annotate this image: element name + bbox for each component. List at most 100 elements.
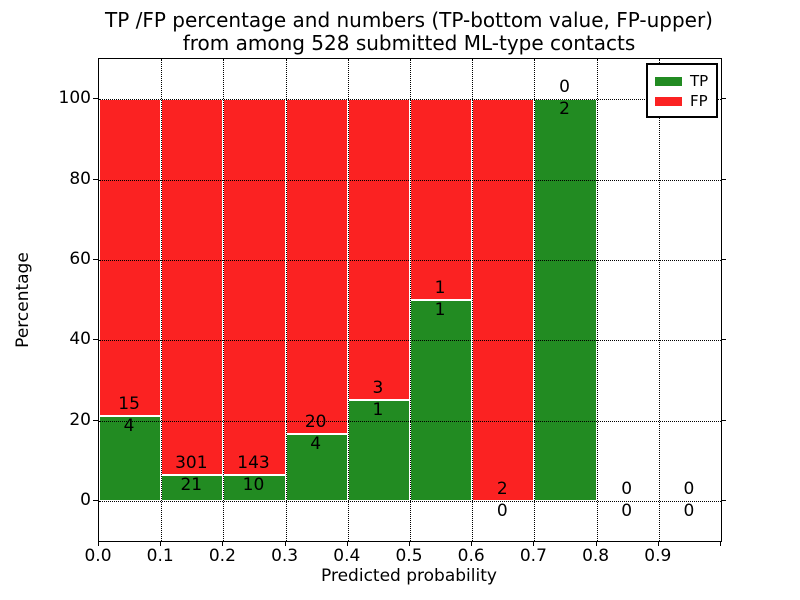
y-tick-label: 60 (69, 248, 91, 269)
tp-count-label: 0 (496, 500, 508, 521)
x-axis-tick (160, 541, 162, 546)
x-axis-label: Predicted probability (321, 566, 497, 586)
y-tick-label: 80 (69, 168, 91, 189)
y-axis-tick-right (721, 98, 726, 100)
tp-count-label: 4 (123, 416, 135, 437)
gridline-horizontal (99, 179, 721, 181)
x-tick-label: 0.0 (84, 546, 112, 566)
x-axis-tick (222, 541, 224, 546)
gridline-vertical (658, 59, 660, 541)
fp-count-label: 15 (118, 394, 140, 415)
y-axis-tick (93, 98, 98, 100)
x-axis-tick (284, 541, 286, 546)
x-tick-label: 0.3 (271, 546, 299, 566)
y-axis-tick-right (721, 339, 726, 341)
legend-item-fp: FP (655, 91, 710, 111)
gridline-horizontal (99, 259, 721, 261)
fp-count-label: 0 (559, 77, 570, 98)
gridline-vertical (472, 59, 474, 541)
tp-count-label: 0 (621, 500, 633, 521)
tp-count-label: 1 (434, 300, 446, 320)
x-axis-tick (98, 541, 99, 546)
x-tick-label: 0.6 (457, 546, 485, 566)
legend-label-fp: FP (690, 91, 708, 110)
bar-segment-tp (410, 300, 473, 501)
x-axis-tick (657, 541, 659, 546)
gridline-vertical (161, 59, 163, 541)
tp-count-label: 4 (310, 433, 322, 454)
gridline-vertical (285, 59, 287, 541)
y-axis-tick-right (721, 258, 726, 260)
x-axis-tick (471, 541, 473, 546)
fp-count-label: 2 (496, 478, 508, 499)
fp-count-label: 0 (683, 478, 695, 499)
fp-count-label: 3 (372, 378, 384, 399)
x-tick-label: 0.1 (146, 546, 174, 566)
gridline-horizontal (99, 500, 721, 502)
bar-segment-tp (347, 400, 410, 501)
fp-swatch-icon (655, 96, 682, 106)
gridline-horizontal (99, 420, 721, 422)
x-tick-label: 0.4 (333, 546, 361, 566)
y-tick-label: 40 (69, 329, 91, 350)
bar-segment-fp (347, 99, 410, 401)
x-tick-label: 0.2 (208, 546, 236, 566)
fp-count-label: 0 (621, 478, 633, 499)
gridline-vertical (223, 59, 225, 541)
bar-segment-tp (285, 433, 348, 501)
tp-swatch-icon (655, 76, 682, 86)
bar-segment-fp (99, 99, 162, 417)
gridline-horizontal (99, 99, 721, 101)
y-tick-label: 20 (69, 409, 91, 430)
y-axis-tick-right (721, 499, 726, 501)
fp-count-label: 1 (434, 278, 446, 298)
tp-count-label: 2 (559, 99, 570, 120)
bar-segment-fp (410, 99, 473, 300)
tp-count-label: 10 (242, 474, 265, 495)
bar-segment-fp (223, 99, 286, 475)
tp-count-label: 21 (180, 474, 203, 495)
y-tick-label: 0 (80, 489, 91, 510)
bar-segment-tp (99, 416, 162, 501)
legend-item-tp: TP (655, 71, 710, 91)
tp-count-label: 1 (372, 400, 384, 421)
x-axis-tick (595, 541, 597, 546)
x-axis-tick (346, 541, 348, 546)
x-tick-label: 0.5 (395, 546, 423, 566)
tp-count-label: 0 (683, 500, 695, 521)
x-tick-label: 0.7 (519, 546, 547, 566)
plot-area (98, 58, 722, 542)
y-axis-tick (93, 339, 98, 341)
fp-count-label: 143 (237, 452, 270, 473)
x-axis-tick (720, 541, 721, 546)
y-axis-label: Percentage (13, 252, 33, 348)
bar-segment-fp (285, 99, 348, 434)
y-axis-tick (93, 258, 98, 260)
y-axis-tick-right (721, 178, 726, 180)
chart-title-line2: from among 528 submitted ML-type contact… (182, 31, 636, 55)
gridline-horizontal (99, 340, 721, 342)
y-axis-tick (93, 499, 98, 501)
bar-segment-tp (534, 99, 597, 501)
fp-count-label: 301 (175, 452, 208, 473)
x-tick-label: 0.9 (644, 546, 672, 566)
x-tick-label: 0.8 (582, 546, 610, 566)
bar-segment-tp (223, 474, 286, 501)
gridline-vertical (534, 59, 536, 541)
legend: TP FP (646, 63, 718, 118)
bar-segment-fp (472, 99, 535, 501)
y-axis-tick-right (721, 419, 726, 421)
y-tick-label: 100 (58, 88, 91, 109)
y-axis-tick (93, 419, 98, 421)
y-axis-tick (93, 178, 98, 180)
bar-segment-tp (161, 474, 224, 501)
fp-count-label: 20 (304, 411, 327, 432)
x-axis-tick (409, 541, 410, 546)
bar-segment-fp (161, 99, 224, 475)
gridline-vertical (410, 59, 411, 541)
chart-title-line1: TP /FP percentage and numbers (TP-bottom… (105, 8, 713, 32)
legend-label-tp: TP (690, 71, 709, 90)
x-axis-tick (533, 541, 535, 546)
gridline-vertical (347, 59, 349, 541)
